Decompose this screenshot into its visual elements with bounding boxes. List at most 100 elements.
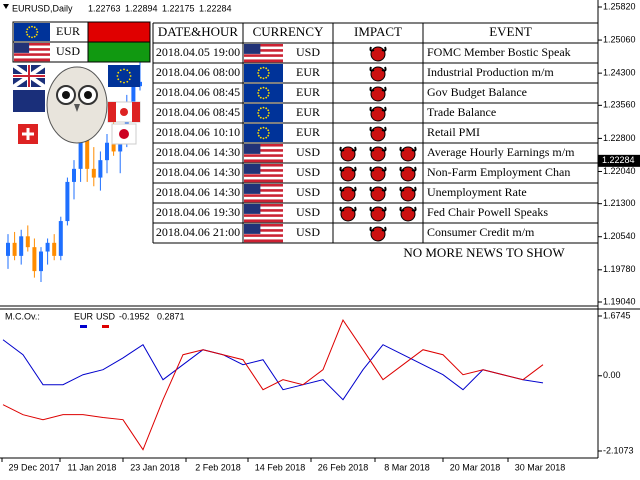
candle-body (98, 160, 103, 178)
eu-flag (108, 65, 140, 87)
row-event: Consumer Credit m/m (427, 225, 535, 239)
us-stripe (244, 166, 283, 170)
row-event: Gov Budget Balance (427, 85, 527, 99)
flag-star (257, 72, 259, 74)
legend-name: EUR (74, 311, 94, 321)
us-stripe (14, 55, 50, 59)
ohlc-value: 1.22763 (88, 3, 121, 13)
flag-star (257, 94, 260, 97)
us-stripe (244, 196, 283, 200)
flag-star (35, 28, 38, 31)
flag-star (262, 106, 265, 109)
flag-star (259, 127, 262, 130)
au-flag (13, 90, 45, 112)
flag-star (265, 87, 268, 90)
impact-icon (400, 146, 416, 162)
us-stripe (244, 149, 283, 153)
flag-star (267, 69, 270, 72)
impact-icon (370, 206, 386, 222)
candle-body (45, 242, 50, 252)
eu-flag (244, 64, 283, 82)
impact-horns (369, 46, 387, 52)
row-currency: USD (296, 145, 320, 159)
us-canton (244, 204, 261, 214)
candle-body (131, 86, 136, 104)
impact-icon (400, 206, 416, 222)
flag-star (117, 71, 120, 74)
flag-star (36, 31, 39, 33)
impact-horns (339, 166, 357, 172)
us-stripe (244, 156, 283, 160)
flag-star (267, 129, 270, 132)
flag-star (31, 36, 33, 39)
us-stripe (244, 186, 283, 190)
us-stripe (244, 56, 283, 60)
impact-icon (370, 126, 386, 142)
us-stripe (244, 174, 283, 178)
candle-body (52, 242, 57, 256)
impact-icon (340, 206, 356, 222)
currency-panel: EUR USD (11, 21, 151, 145)
flag-star (117, 78, 120, 81)
indicator-line (2, 339, 544, 401)
x-tick-label: 20 Mar 2018 (450, 462, 501, 472)
row-event: Non-Farm Employment Chan (427, 165, 570, 179)
flag-star (262, 117, 265, 120)
candle-body (25, 236, 30, 248)
flag-star (267, 134, 270, 137)
flag-star (128, 78, 131, 81)
us-stripe (244, 164, 283, 167)
flag-star (259, 67, 262, 70)
legend-name: USD (96, 311, 116, 321)
row-currency: EUR (296, 105, 320, 119)
flag-star (33, 26, 36, 29)
candle-body (118, 138, 123, 152)
flag-star (257, 92, 259, 94)
us-stripe (244, 54, 283, 58)
flag-star (257, 134, 260, 137)
flag-star (265, 76, 268, 79)
impact-icon (370, 106, 386, 122)
candle-body (39, 251, 43, 272)
impact-horns (339, 186, 357, 192)
us-canton (244, 184, 261, 194)
row-datetime: 2018.04.06 19:30 (156, 205, 240, 219)
flag-star (259, 116, 262, 119)
impact-icon (370, 226, 386, 242)
candle-body (111, 142, 116, 152)
row-event: Unemployment Rate (427, 185, 527, 199)
row-datetime: 2018.04.06 14:30 (156, 185, 240, 199)
impact-horns (339, 206, 357, 212)
ohlc-value: 1.22894 (125, 3, 158, 13)
row-currency: EUR (296, 85, 320, 99)
us-stripe (244, 171, 283, 175)
us-stripe (244, 189, 283, 193)
y-tick-label: 1.22800 (603, 133, 636, 143)
strength-box (87, 21, 151, 43)
flag-star (267, 74, 270, 77)
y-tick-label: 0.00 (603, 370, 621, 380)
flag-star (265, 96, 268, 99)
us-stripe (244, 226, 283, 230)
x-tick-label: 11 Jan 2018 (68, 462, 117, 472)
us-stripe (14, 43, 50, 46)
us-stripe (244, 46, 283, 50)
owl-pupil (84, 91, 92, 99)
x-tick-label: 30 Mar 2018 (515, 462, 566, 472)
us-stripe (244, 216, 283, 220)
flag-star (265, 116, 268, 119)
row-currency: USD (296, 45, 320, 59)
flag-star (257, 69, 260, 72)
flag-star (267, 114, 270, 117)
flag-star (128, 71, 131, 74)
flag-star (265, 127, 268, 130)
flag-star (257, 132, 259, 134)
flag-star (31, 25, 33, 28)
flag-star (257, 129, 260, 132)
us-stripe (244, 159, 283, 163)
flag-star (265, 67, 268, 70)
x-tick-label: 26 Feb 2018 (318, 462, 369, 472)
flag-star (262, 86, 265, 89)
flag-star (259, 76, 262, 79)
indicator-line (2, 319, 544, 451)
